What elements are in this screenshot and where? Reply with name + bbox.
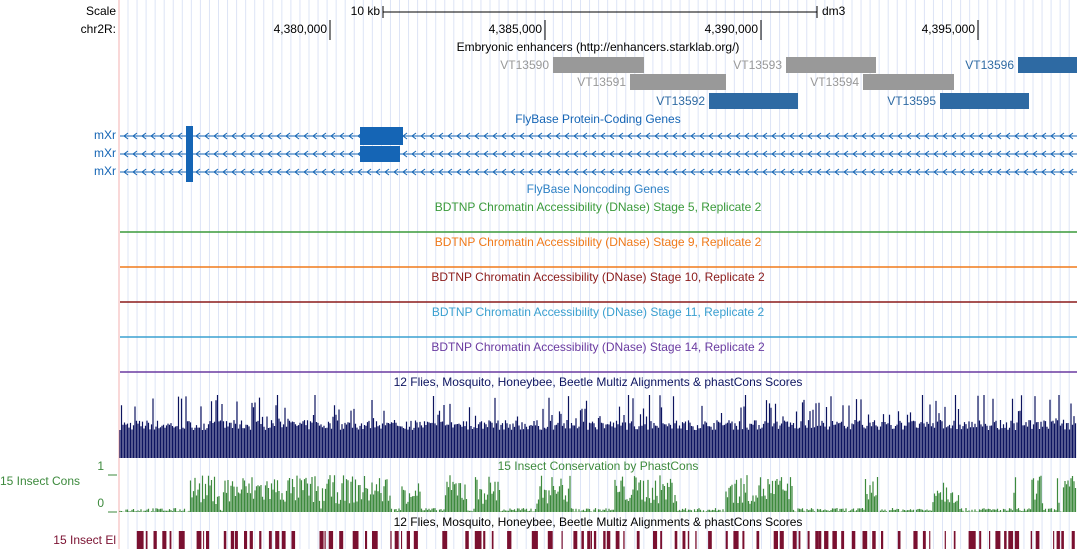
scale-bar-label: 10 kb <box>351 4 381 18</box>
element-blocks <box>136 531 1075 549</box>
enhancer <box>863 74 954 90</box>
enhancer-label: VT13594 <box>810 75 859 89</box>
enhancer-label: VT13593 <box>733 58 782 72</box>
axis-label: 0 <box>97 496 104 510</box>
track-title: Embryonic enhancers (http://enhancers.st… <box>457 40 740 54</box>
enhancer <box>553 57 644 73</box>
track-label: 15 Insect Cons <box>0 474 80 488</box>
scale-label: Scale <box>86 4 116 18</box>
gene-name: mXr <box>94 146 116 160</box>
track-title: FlyBase Noncoding Genes <box>527 182 670 196</box>
enhancer <box>786 57 876 73</box>
enhancer <box>940 93 1029 109</box>
assembly: dm3 <box>822 4 846 18</box>
position-label: 4,380,000 <box>274 22 328 36</box>
track-title: FlyBase Protein-Coding Genes <box>515 112 680 126</box>
strand-arrows <box>123 132 1074 140</box>
track-title: BDTNP Chromatin Accessibility (DNase) St… <box>435 235 762 249</box>
track-title: 15 Insect Conservation by PhastCons <box>498 459 699 473</box>
enhancer-label: VT13591 <box>577 75 626 89</box>
axis-label: 1 <box>97 459 104 473</box>
phastcons-wiggle <box>119 475 1077 512</box>
track-title: BDTNP Chromatin Accessibility (DNase) St… <box>431 340 765 354</box>
strand-arrows <box>123 168 1074 176</box>
enhancer <box>709 93 798 109</box>
track-title: BDTNP Chromatin Accessibility (DNase) St… <box>432 305 765 319</box>
enhancer-label: VT13590 <box>500 58 549 72</box>
enhancer <box>1018 57 1077 73</box>
track-title: BDTNP Chromatin Accessibility (DNase) St… <box>431 270 765 284</box>
enhancer <box>630 74 726 90</box>
position-label: 4,390,000 <box>705 22 759 36</box>
exon <box>360 127 403 145</box>
track-title: 12 Flies, Mosquito, Honeybee, Beetle Mul… <box>394 515 803 529</box>
conservation-wiggle <box>119 395 1077 458</box>
track-label: 15 Insect El <box>53 533 116 547</box>
track-title: 12 Flies, Mosquito, Honeybee, Beetle Mul… <box>394 375 803 389</box>
enhancer-label: VT13596 <box>965 58 1014 72</box>
chrom-label: chr2R: <box>81 22 116 36</box>
enhancer-label: VT13592 <box>656 94 705 108</box>
exon <box>186 126 193 182</box>
enhancer-label: VT13595 <box>887 94 936 108</box>
position-label: 4,395,000 <box>922 22 976 36</box>
position-label: 4,385,000 <box>489 22 543 36</box>
gene-name: mXr <box>94 164 116 178</box>
track-title: BDTNP Chromatin Accessibility (DNase) St… <box>435 200 762 214</box>
strand-arrows <box>123 150 1074 158</box>
gene-name: mXr <box>94 128 116 142</box>
exon <box>360 146 400 162</box>
